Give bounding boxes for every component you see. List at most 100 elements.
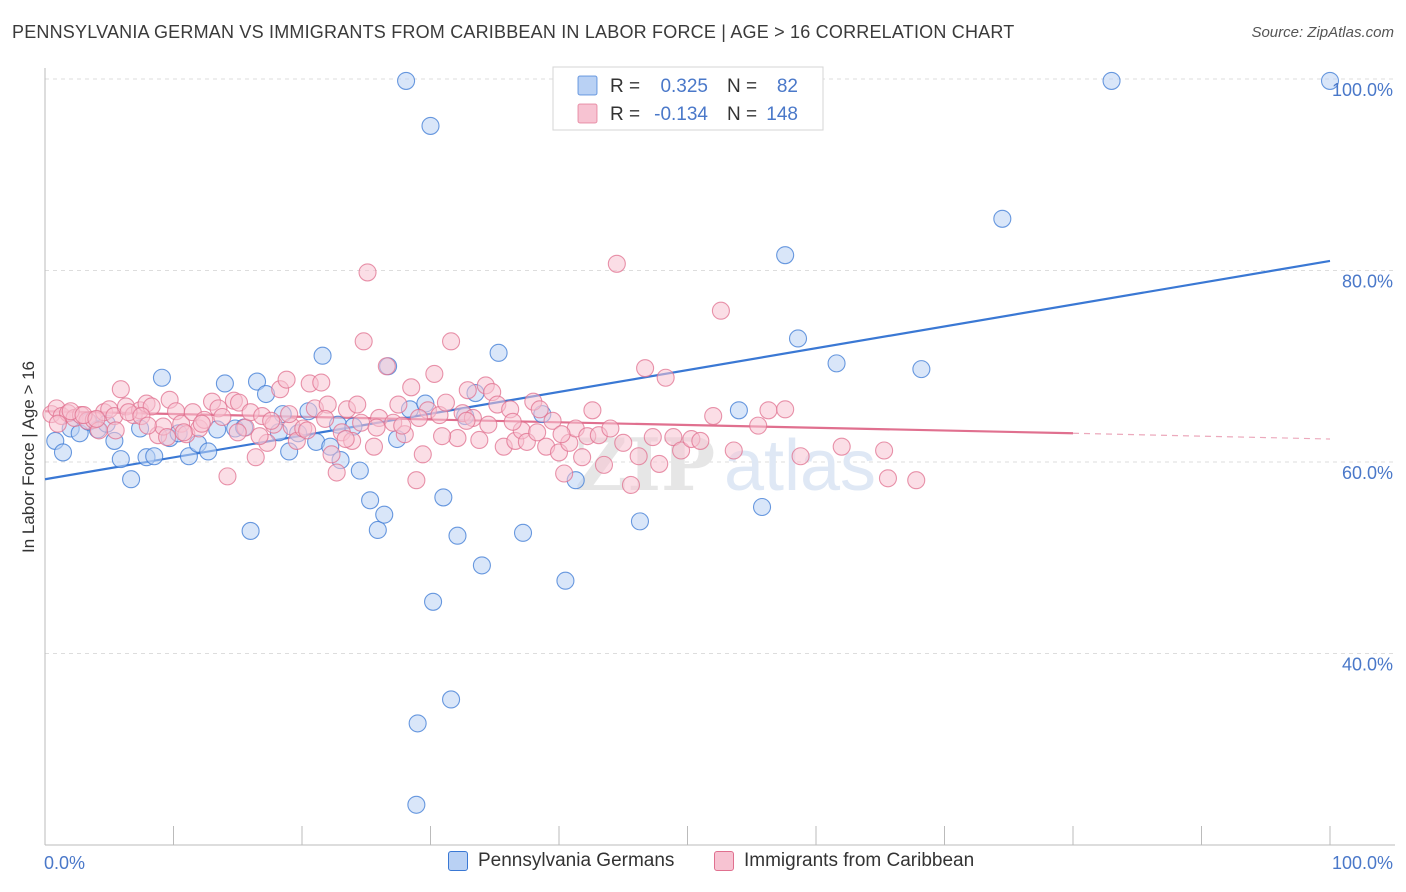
point-pennsylvania-germans (442, 690, 461, 709)
legend-swatch-blue (448, 851, 468, 871)
point-immigrants-from-caribbean (192, 414, 211, 433)
legend-label: Immigrants from Caribbean (744, 850, 975, 871)
point-immigrants-from-caribbean (878, 469, 898, 488)
point-immigrants-from-caribbean (393, 416, 412, 435)
point-immigrants-from-caribbean (246, 448, 265, 467)
legend-bottom: Pennsylvania Germans Immigrants from Car… (0, 850, 1406, 880)
point-immigrants-from-caribbean (629, 447, 648, 466)
point-immigrants-from-caribbean (358, 263, 377, 282)
point-immigrants-from-caribbean (277, 370, 296, 389)
point-pennsylvania-germans (448, 526, 467, 545)
point-immigrants-from-caribbean (724, 441, 743, 460)
point-immigrants-from-caribbean (228, 423, 247, 442)
point-immigrants-from-caribbean (218, 467, 237, 486)
point-pennsylvania-germans (111, 450, 130, 469)
point-immigrants-from-caribbean (298, 421, 317, 440)
point-pennsylvania-germans (556, 571, 575, 590)
point-pennsylvania-germans (215, 374, 234, 393)
point-pennsylvania-germans (375, 505, 394, 524)
point-immigrants-from-caribbean (348, 395, 367, 414)
point-immigrants-from-caribbean (262, 411, 281, 430)
point-immigrants-from-caribbean (367, 418, 386, 437)
chart-title: PENNSYLVANIA GERMAN VS IMMIGRANTS FROM C… (12, 22, 1015, 42)
point-immigrants-from-caribbean (621, 475, 641, 495)
point-pennsylvania-germans (993, 209, 1012, 228)
point-pennsylvania-germans (407, 795, 426, 814)
point-pennsylvania-germans (489, 343, 508, 362)
point-immigrants-from-caribbean (552, 425, 571, 444)
point-immigrants-from-caribbean (413, 445, 432, 464)
point-immigrants-from-caribbean (614, 433, 633, 452)
point-immigrants-from-caribbean (759, 401, 778, 420)
legend-n-label: N = (727, 104, 757, 125)
point-pennsylvania-germans (421, 116, 440, 135)
point-immigrants-from-caribbean (402, 378, 421, 397)
point-pennsylvania-germans (472, 556, 491, 575)
point-immigrants-from-caribbean (503, 412, 522, 431)
point-immigrants-from-caribbean (48, 414, 67, 433)
legend-label: Pennsylvania Germans (478, 850, 675, 871)
point-pennsylvania-germans (313, 346, 332, 365)
point-pennsylvania-germans (434, 488, 453, 507)
point-immigrants-from-caribbean (607, 254, 626, 273)
data-points (42, 71, 1340, 814)
point-immigrants-from-caribbean (691, 431, 710, 450)
legend-n-value: 148 (766, 104, 798, 125)
legend-swatch-blue (577, 75, 598, 96)
legend-item-pennsylvania-germans: Pennsylvania Germans (448, 850, 674, 872)
point-pennsylvania-germans (513, 523, 533, 542)
y-tick-label: 60.0% (1342, 463, 1393, 483)
legend-top: R = 0.325 N = 82 R = -0.134 N = 148 (552, 66, 824, 131)
point-immigrants-from-caribbean (250, 427, 269, 446)
trend-line-extension (1072, 432, 1331, 440)
y-axis-label: In Labor Force | Age > 16 (19, 361, 38, 553)
gridlines (45, 78, 1395, 654)
legend-r-label: R = (610, 104, 640, 125)
legend-swatch-pink (577, 103, 598, 124)
point-immigrants-from-caribbean (643, 428, 662, 447)
point-pennsylvania-germans (776, 246, 795, 265)
point-immigrants-from-caribbean (457, 411, 476, 430)
point-immigrants-from-caribbean (158, 428, 177, 447)
point-pennsylvania-germans (630, 512, 650, 531)
point-pennsylvania-germans (241, 521, 260, 540)
point-immigrants-from-caribbean (672, 441, 691, 460)
point-immigrants-from-caribbean (316, 409, 335, 428)
point-immigrants-from-caribbean (336, 429, 355, 449)
point-immigrants-from-caribbean (664, 428, 683, 447)
point-immigrants-from-caribbean (791, 447, 810, 466)
point-immigrants-from-caribbean (354, 332, 373, 351)
point-immigrants-from-caribbean (530, 400, 549, 419)
point-immigrants-from-caribbean (409, 408, 428, 428)
point-pennsylvania-germans (827, 354, 846, 373)
point-immigrants-from-caribbean (364, 437, 384, 456)
source-label: Source: ZipAtlas.com (1251, 24, 1394, 41)
point-pennsylvania-germans (199, 442, 218, 461)
point-immigrants-from-caribbean (436, 393, 455, 412)
point-immigrants-from-caribbean (543, 411, 562, 430)
point-immigrants-from-caribbean (442, 332, 461, 351)
point-immigrants-from-caribbean (749, 416, 768, 435)
point-immigrants-from-caribbean (425, 364, 444, 383)
point-immigrants-from-caribbean (87, 409, 106, 428)
x-tick-label: 100.0% (1332, 853, 1393, 873)
point-immigrants-from-caribbean (656, 368, 675, 387)
point-immigrants-from-caribbean (138, 416, 157, 435)
legend-r-value: -0.134 (654, 104, 708, 125)
legend-r-value: 0.325 (660, 76, 708, 97)
point-pennsylvania-germans (912, 360, 931, 379)
point-immigrants-from-caribbean (776, 400, 795, 419)
point-pennsylvania-germans (1102, 71, 1121, 90)
legend-item-immigrants-from-caribbean: Immigrants from Caribbean (714, 850, 974, 872)
point-pennsylvania-germans (247, 372, 267, 391)
point-immigrants-from-caribbean (711, 301, 730, 320)
point-immigrants-from-caribbean (704, 406, 723, 426)
point-immigrants-from-caribbean (448, 429, 467, 448)
y-tick-label: 40.0% (1342, 655, 1393, 675)
point-pennsylvania-germans (1320, 71, 1340, 90)
point-immigrants-from-caribbean (213, 407, 232, 427)
legend-box (552, 66, 824, 131)
point-pennsylvania-germans (350, 461, 369, 480)
point-pennsylvania-germans (179, 447, 198, 466)
